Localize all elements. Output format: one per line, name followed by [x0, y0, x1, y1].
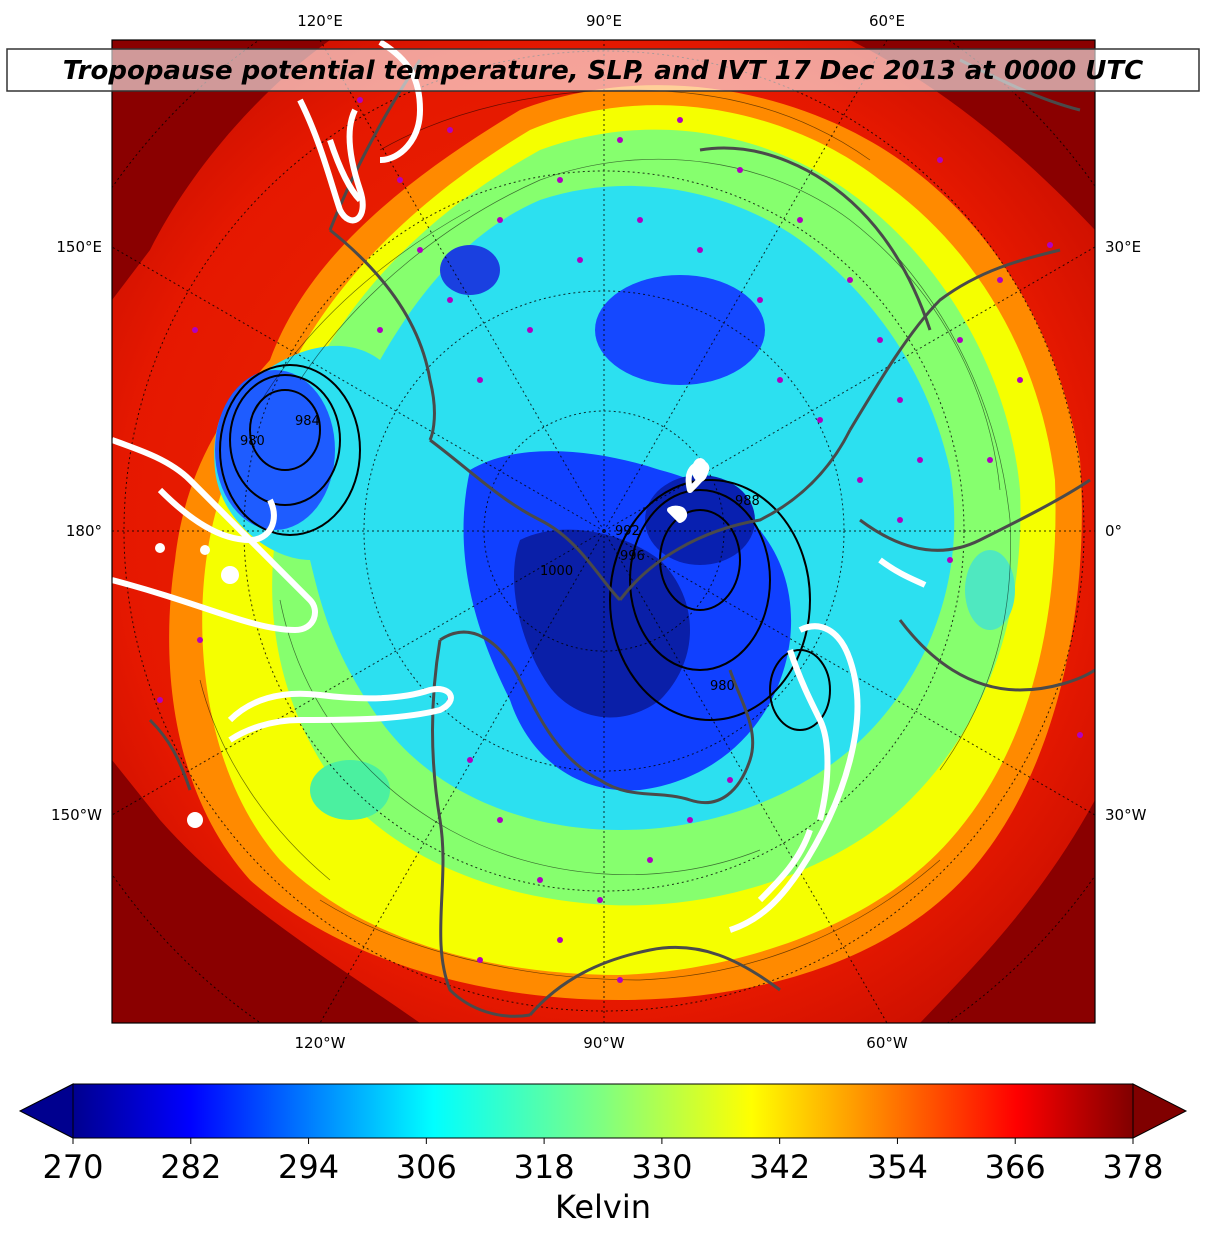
colorbar-ticks: 270 282 294 306 318 330 342 354 366 378 — [42, 1138, 1164, 1186]
lon-label-top: 60°E — [869, 12, 905, 30]
map-panel: 980 984 992 1000 988 996 980 — [112, 40, 1095, 1023]
colorbar-tick-label: 366 — [985, 1148, 1046, 1186]
coastlines — [148, 58, 1095, 1018]
colorbar-tick-label: 330 — [631, 1148, 692, 1186]
lon-label-bottom: 60°W — [866, 1034, 908, 1052]
colorbar-tick-label: 270 — [42, 1148, 103, 1186]
slp-label: 984 — [295, 414, 320, 429]
figure-title: Tropopause potential temperature, SLP, a… — [63, 56, 1143, 86]
colorbar-label: Kelvin — [555, 1188, 651, 1226]
colorbar-tick-label: 318 — [514, 1148, 575, 1186]
slp-label: 992 — [615, 524, 640, 539]
slp-label: 1000 — [540, 564, 573, 579]
colorbar-tick-label: 294 — [278, 1148, 339, 1186]
map-frame — [111, 39, 1096, 1024]
ivt-blobs — [155, 458, 708, 828]
region-darkred-nw — [112, 40, 330, 300]
region-blue-small — [440, 245, 500, 295]
colorbar-extend-max — [1132, 1083, 1188, 1139]
station-markers — [157, 97, 1083, 983]
lon-label-left: 180° — [66, 522, 102, 540]
lon-label-top: 120°E — [297, 12, 343, 30]
region-blue-north — [595, 275, 765, 385]
ivt-contours — [112, 40, 927, 933]
lon-label-right: 30°E — [1105, 238, 1141, 256]
lon-label-right: 0° — [1105, 522, 1122, 540]
slp-labels: 980 984 992 1000 988 996 980 — [240, 414, 760, 694]
slp-label: 980 — [240, 434, 265, 449]
region-darkblue-central — [514, 529, 690, 718]
colorbar-tick-label: 354 — [867, 1148, 928, 1186]
theta-contours — [199, 89, 1011, 981]
region-blue-west — [215, 370, 335, 530]
lon-label-bottom: 120°W — [295, 1034, 346, 1052]
colorbar-tick-label: 282 — [160, 1148, 221, 1186]
region-green-patch — [310, 760, 390, 820]
colorbar-tick-label: 378 — [1102, 1148, 1163, 1186]
lon-label-right: 30°W — [1105, 806, 1147, 824]
slp-label: 988 — [735, 494, 760, 509]
region-cyan-patch — [965, 550, 1015, 630]
colorbar-tick-label: 342 — [749, 1148, 810, 1186]
slp-label: 996 — [620, 549, 645, 564]
lon-label-bottom: 90°W — [583, 1034, 625, 1052]
colorbar-tick-label: 306 — [396, 1148, 457, 1186]
colorbar-extend-min — [18, 1083, 74, 1139]
lon-label-left: 150°W — [51, 806, 102, 824]
region-darkred-sw — [112, 760, 420, 1023]
title-box: Tropopause potential temperature, SLP, a… — [6, 48, 1200, 92]
region-darkred-se — [920, 800, 1095, 1023]
lon-label-left: 150°E — [56, 238, 102, 256]
slp-label: 980 — [710, 679, 735, 694]
colorbar-gradient — [72, 1083, 1134, 1139]
lon-label-top: 90°E — [586, 12, 622, 30]
colorbar: 270 282 294 306 318 330 342 354 366 378 Kelvin — [18, 1083, 1188, 1226]
